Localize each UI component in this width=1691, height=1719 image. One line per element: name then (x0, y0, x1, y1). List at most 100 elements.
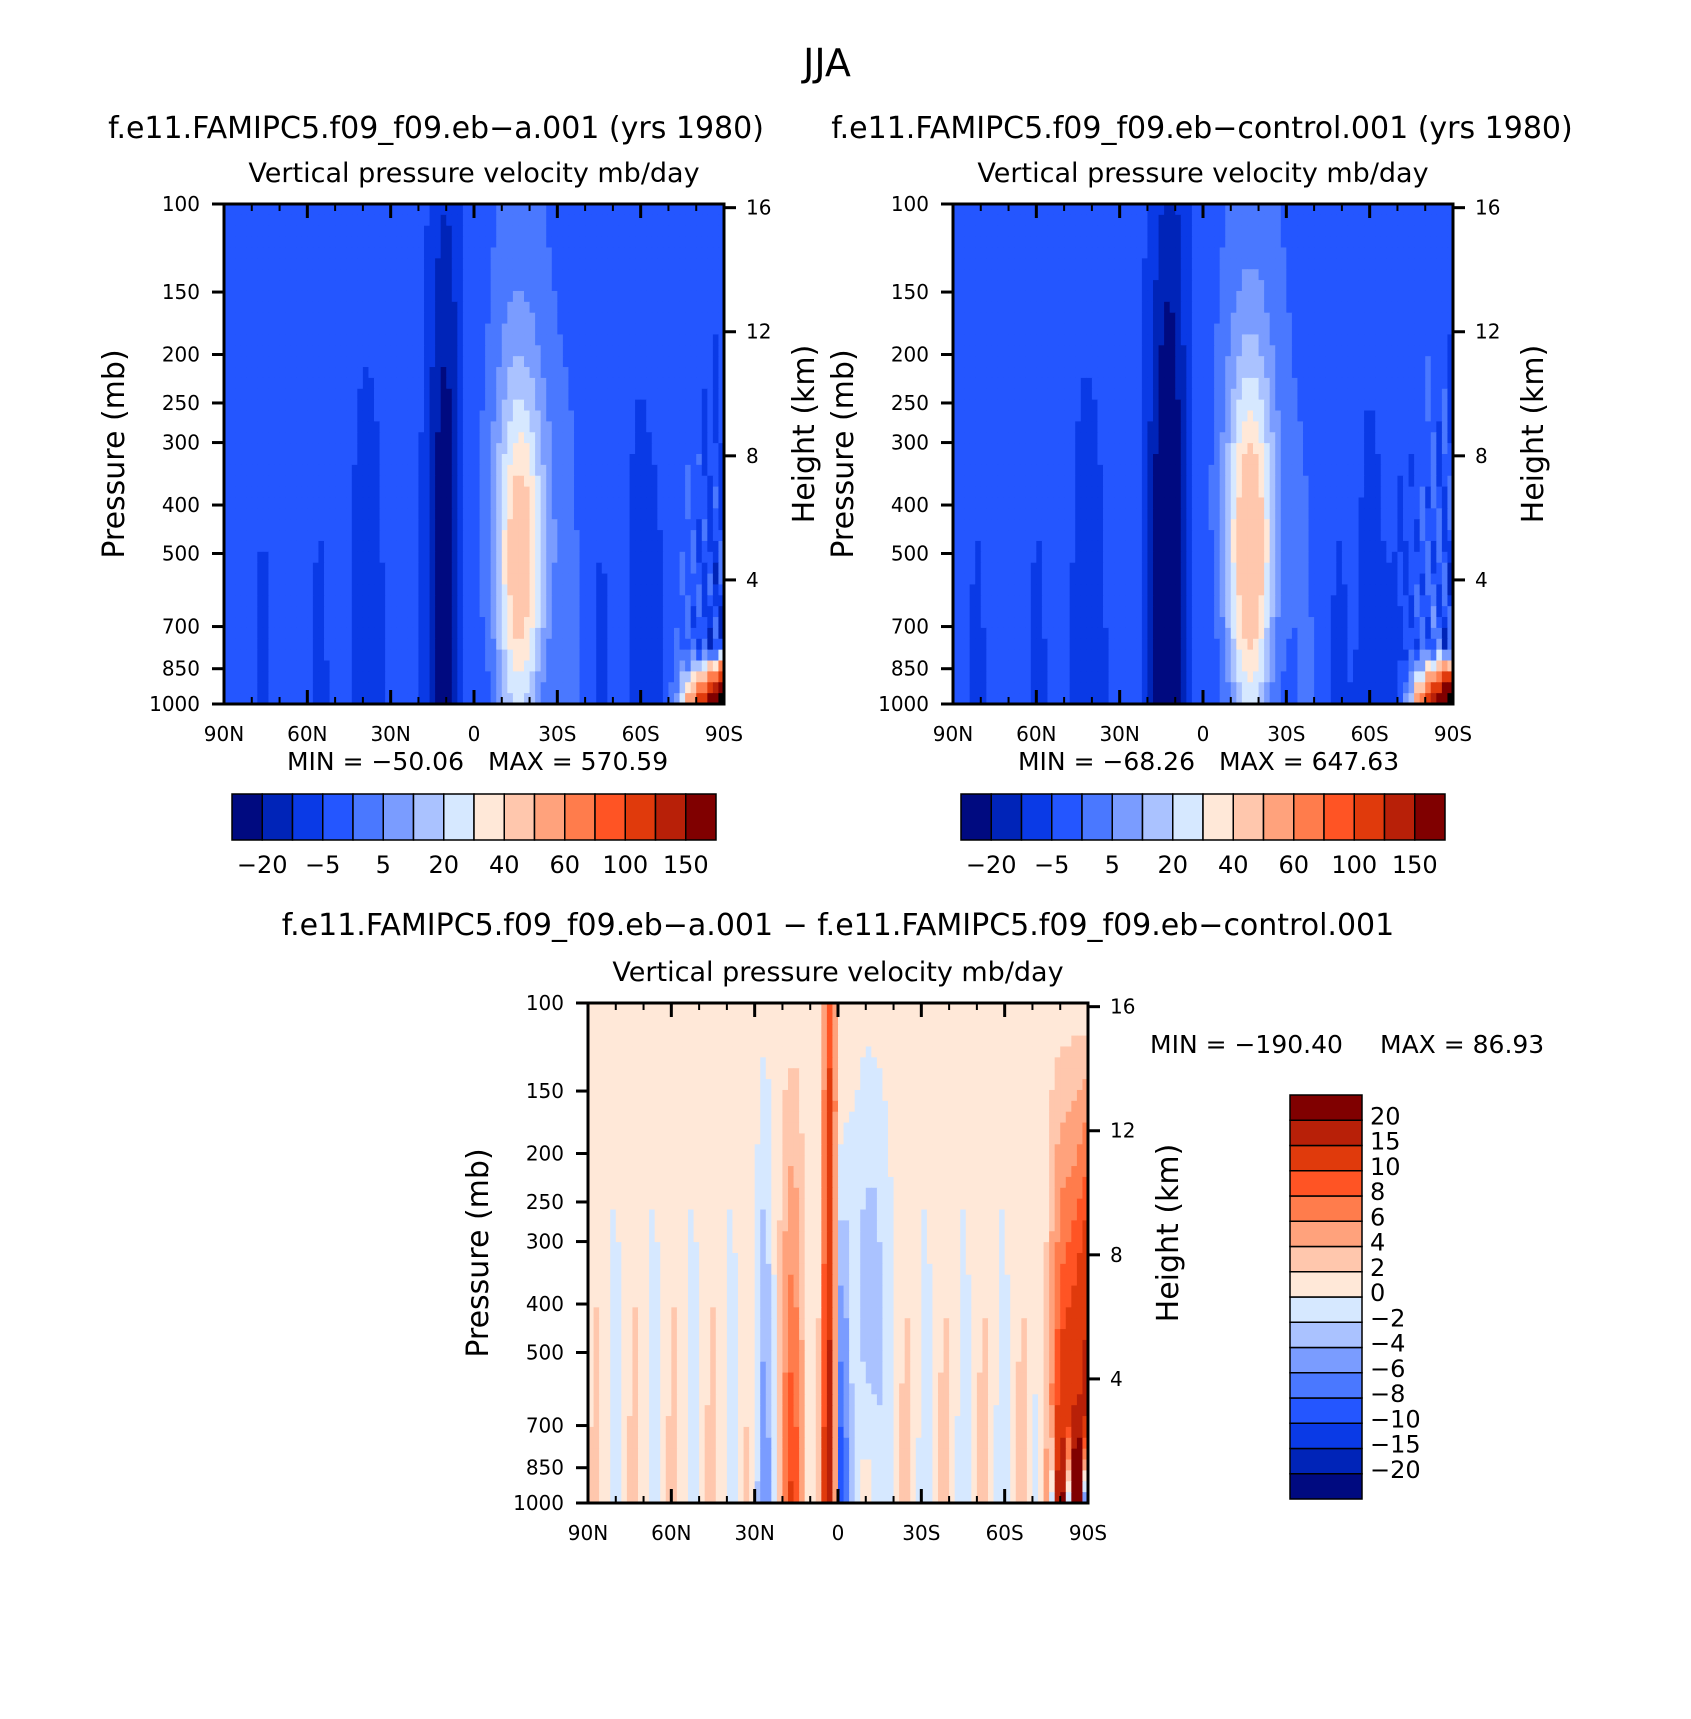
field-cell (385, 530, 392, 542)
field-cell (668, 301, 675, 314)
field-cell (551, 660, 558, 672)
field-cell (262, 214, 270, 227)
field-cell (1358, 225, 1365, 238)
field-cell (251, 204, 258, 216)
field-cell (1264, 269, 1271, 281)
field-cell (607, 236, 614, 249)
field-cell (301, 519, 308, 531)
field-cell (1319, 280, 1326, 292)
field-cell (490, 204, 497, 216)
field-cell (296, 551, 303, 564)
field-cell (657, 421, 664, 433)
field-cell (262, 410, 270, 422)
field-cell (612, 367, 620, 379)
field-cell (1241, 258, 1249, 270)
field-cell (501, 432, 508, 444)
field-cell (335, 377, 342, 390)
field-cell (501, 421, 508, 433)
field-cell (301, 551, 308, 564)
field-cell (229, 454, 236, 466)
field-cell (329, 671, 336, 683)
field-cell (562, 399, 570, 412)
field-cell (1258, 225, 1265, 238)
field-cell (435, 606, 442, 618)
field-cell (468, 617, 475, 629)
field-cell (1308, 236, 1315, 249)
field-cell (1158, 258, 1165, 270)
field-cell (457, 214, 464, 227)
field-cell (1380, 204, 1387, 216)
field-cell (718, 399, 725, 412)
field-cell (457, 280, 464, 292)
field-cell (290, 671, 297, 683)
field-cell (1130, 236, 1137, 249)
chart-title: f.e11.FAMIPC5.f09_f09.eb−control.001 (yr… (831, 111, 1572, 146)
field-cell (424, 573, 431, 586)
field-cell (651, 649, 658, 662)
field-cell (1269, 280, 1276, 292)
field-cell (418, 595, 425, 607)
field-cell (668, 464, 675, 477)
field-cell (224, 432, 231, 444)
field-cell (551, 269, 558, 281)
field-cell (429, 247, 436, 259)
field-cell (318, 551, 325, 564)
field-cell (401, 236, 408, 249)
field-cell (251, 236, 258, 249)
field-cell (679, 214, 686, 227)
field-cell (396, 399, 403, 412)
field-cell (1291, 204, 1299, 216)
field-cell (257, 410, 264, 422)
field-cell (501, 323, 508, 336)
field-cell (440, 693, 447, 705)
field-cell (640, 649, 647, 662)
field-cell (274, 280, 281, 292)
field-cell (268, 649, 275, 662)
field-cell (479, 584, 486, 596)
field-cell (546, 693, 553, 705)
field-cell (518, 323, 525, 336)
field-cell (557, 214, 564, 227)
field-cell (412, 584, 420, 596)
field-cell (496, 693, 503, 705)
field-cell (551, 236, 558, 249)
field-cell (529, 312, 536, 325)
field-cell (457, 584, 464, 596)
field-cell (379, 584, 386, 596)
field-cell (1164, 269, 1171, 281)
field-cell (474, 530, 481, 542)
field-cell (251, 367, 258, 379)
field-cell (562, 367, 570, 379)
field-cell (262, 497, 270, 509)
field-cell (507, 595, 514, 607)
field-cell (401, 497, 408, 509)
field-cell (640, 660, 647, 672)
field-cell (318, 258, 325, 270)
field-cell (379, 280, 386, 292)
field-cell (696, 649, 703, 662)
field-cell (701, 290, 708, 303)
field-cell (246, 530, 253, 542)
field-cell (235, 388, 242, 401)
field-cell (540, 671, 547, 683)
field-cell (390, 280, 397, 292)
field-cell (368, 323, 375, 336)
field-cell (640, 345, 647, 357)
field-cell (251, 269, 258, 281)
field-cell (685, 649, 692, 662)
field-cell (251, 617, 258, 629)
field-cell (1258, 236, 1265, 249)
field-cell (1275, 204, 1282, 216)
field-cell (340, 290, 347, 303)
field-cell (279, 280, 286, 292)
field-cell (435, 312, 442, 325)
field-cell (279, 519, 286, 531)
field-cell (1203, 280, 1210, 292)
field-cell (240, 464, 247, 477)
field-cell (679, 671, 686, 683)
field-cell (712, 367, 720, 379)
field-cell (629, 236, 636, 249)
field-cell (624, 486, 631, 499)
field-cell (557, 432, 564, 444)
field-cell (296, 312, 303, 325)
